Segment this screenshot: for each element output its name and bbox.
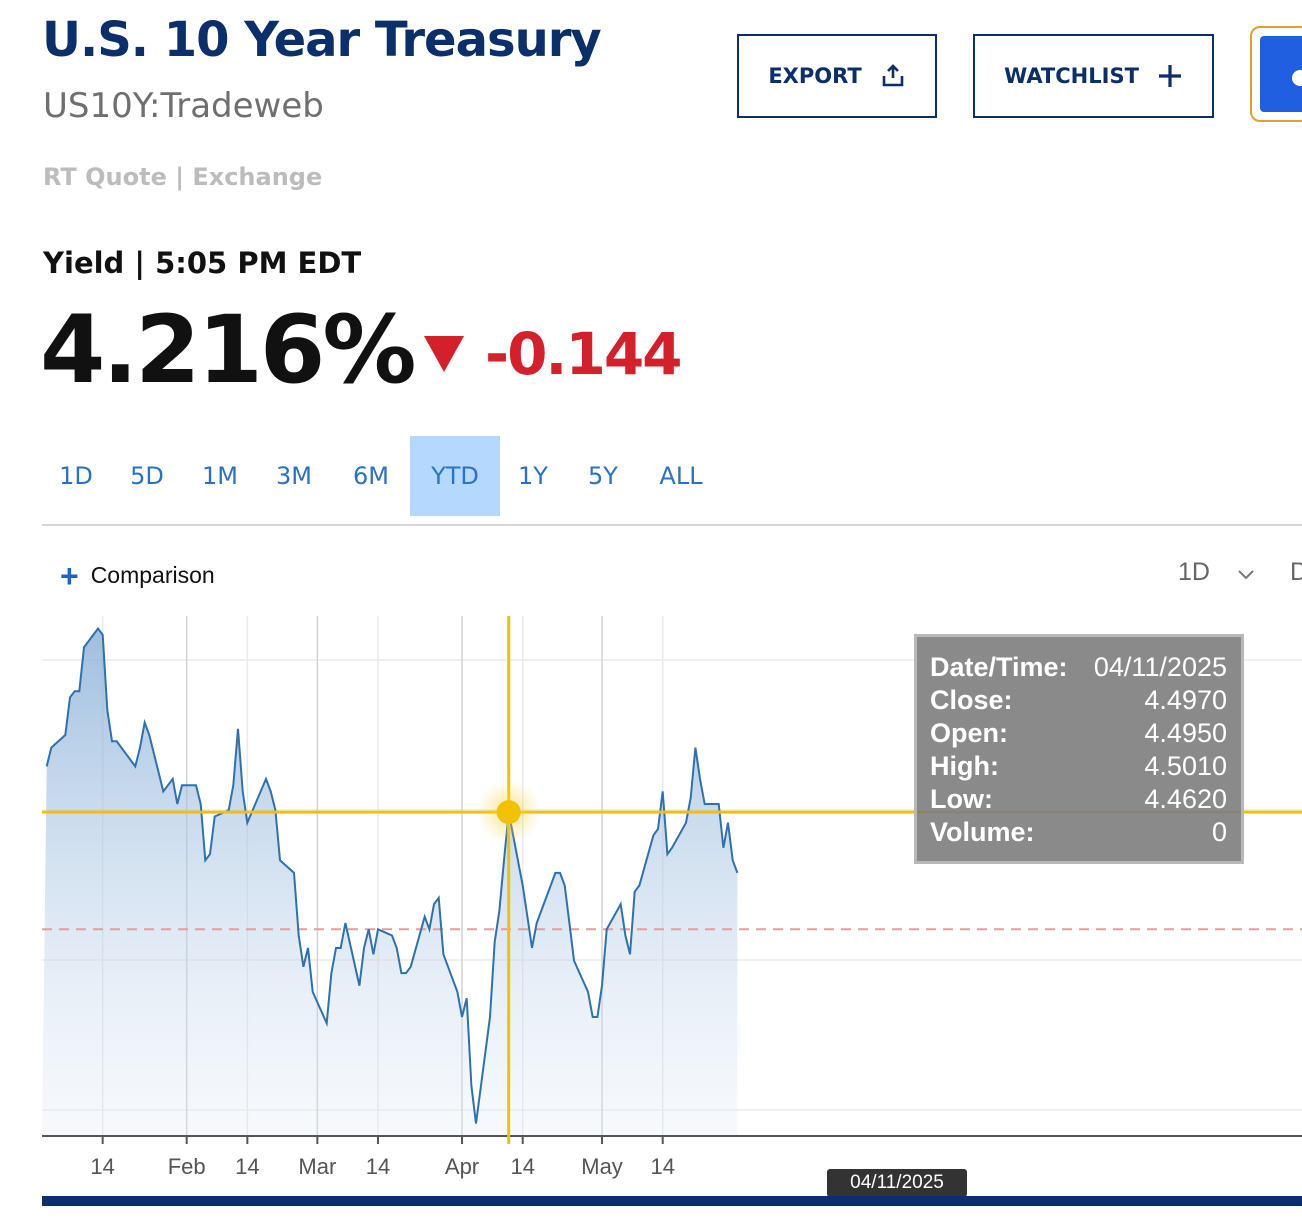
toggle-knob-icon bbox=[1292, 70, 1302, 86]
section-divider bbox=[42, 524, 1302, 526]
x-tick-label: Apr bbox=[445, 1154, 479, 1179]
tab-3m[interactable]: 3M bbox=[276, 462, 312, 490]
tooltip-volume-label: Volume: bbox=[930, 817, 1035, 847]
tab-all[interactable]: ALL bbox=[659, 462, 703, 490]
tab-1d[interactable]: 1D bbox=[59, 462, 93, 490]
tab-ytd[interactable]: YTD bbox=[410, 436, 500, 516]
tooltip-open-label: Open: bbox=[930, 718, 1008, 748]
share-upload-icon bbox=[882, 64, 903, 87]
tooltip-close-label: Close: bbox=[930, 685, 1013, 715]
tooltip-date-label: Date/Time: bbox=[930, 652, 1068, 682]
tooltip-high-label: High: bbox=[930, 751, 999, 781]
symbol-label: US10Y:Tradeweb bbox=[43, 86, 324, 126]
interval-label: 1D bbox=[1178, 558, 1210, 586]
tooltip-volume-value: 0 bbox=[1211, 817, 1227, 847]
time-range-tabs: 1D 5D 1M 3M 6M YTD 1Y 5Y ALL bbox=[42, 436, 722, 516]
yield-timestamp: Yield | 5:05 PM EDT bbox=[43, 246, 362, 280]
tab-5d[interactable]: 5D bbox=[130, 462, 164, 490]
export-button[interactable]: EXPORT bbox=[737, 34, 937, 118]
crosshair-point bbox=[496, 800, 521, 825]
draw-menu-button[interactable]: D bbox=[1290, 558, 1302, 586]
tooltip-high-value: 4.5010 bbox=[1144, 751, 1227, 781]
yield-line bbox=[45, 626, 739, 1124]
x-tick-label: 14 bbox=[90, 1154, 114, 1179]
tooltip-date-value: 04/11/2025 bbox=[1093, 652, 1227, 682]
comparison-label: Comparison bbox=[90, 562, 215, 588]
x-tick-label: 14 bbox=[235, 1154, 259, 1179]
x-tick-label: 14 bbox=[366, 1154, 390, 1179]
chevron-down-icon bbox=[1238, 570, 1254, 580]
x-tick-label: May bbox=[581, 1154, 623, 1179]
comparison-button[interactable]: + Comparison bbox=[60, 557, 215, 594]
tooltip-open-value: 4.4950 bbox=[1144, 718, 1227, 748]
x-tick-label: Mar bbox=[298, 1154, 336, 1179]
tab-6m[interactable]: 6M bbox=[353, 462, 389, 490]
price-change: -0.144 bbox=[485, 320, 683, 388]
export-label: EXPORT bbox=[768, 64, 862, 88]
tab-1m[interactable]: 1M bbox=[202, 462, 238, 490]
tooltip-low-label: Low: bbox=[930, 784, 993, 814]
add-comparison-icon: + bbox=[60, 557, 79, 594]
yield-area-fill bbox=[42, 628, 738, 1136]
quote-type-label: RT Quote | Exchange bbox=[43, 163, 323, 191]
page-title: U.S. 10 Year Treasury bbox=[42, 12, 602, 68]
tooltip-close-value: 4.4970 bbox=[1144, 685, 1227, 715]
watchlist-button[interactable]: WATCHLIST bbox=[973, 34, 1214, 118]
interval-dropdown[interactable]: 1D bbox=[1178, 558, 1210, 587]
tab-1y[interactable]: 1Y bbox=[518, 462, 548, 490]
down-arrow-icon bbox=[424, 336, 464, 372]
tooltip-low-value: 4.4620 bbox=[1144, 784, 1227, 814]
x-tick-label: Feb bbox=[168, 1154, 206, 1179]
promo-toggle-button[interactable] bbox=[1250, 26, 1302, 122]
last-price: 4.216% bbox=[40, 296, 417, 405]
x-tick-label: 14 bbox=[650, 1154, 674, 1179]
crosshair-date-badge: 04/11/2025 bbox=[827, 1169, 967, 1197]
data-tooltip: Date/Time: 04/11/2025 Close: 4.4970 Open: 4… bbox=[914, 634, 1244, 864]
yield-chart[interactable]: 14 Feb 14 Mar 14 Apr 14 May 14 bbox=[0, 600, 1302, 1196]
watchlist-label: WATCHLIST bbox=[1004, 64, 1139, 88]
x-tick-label: 14 bbox=[510, 1154, 534, 1179]
navigator-bar[interactable] bbox=[42, 1196, 1302, 1206]
plus-icon bbox=[1158, 65, 1181, 87]
tab-5y[interactable]: 5Y bbox=[588, 462, 618, 490]
